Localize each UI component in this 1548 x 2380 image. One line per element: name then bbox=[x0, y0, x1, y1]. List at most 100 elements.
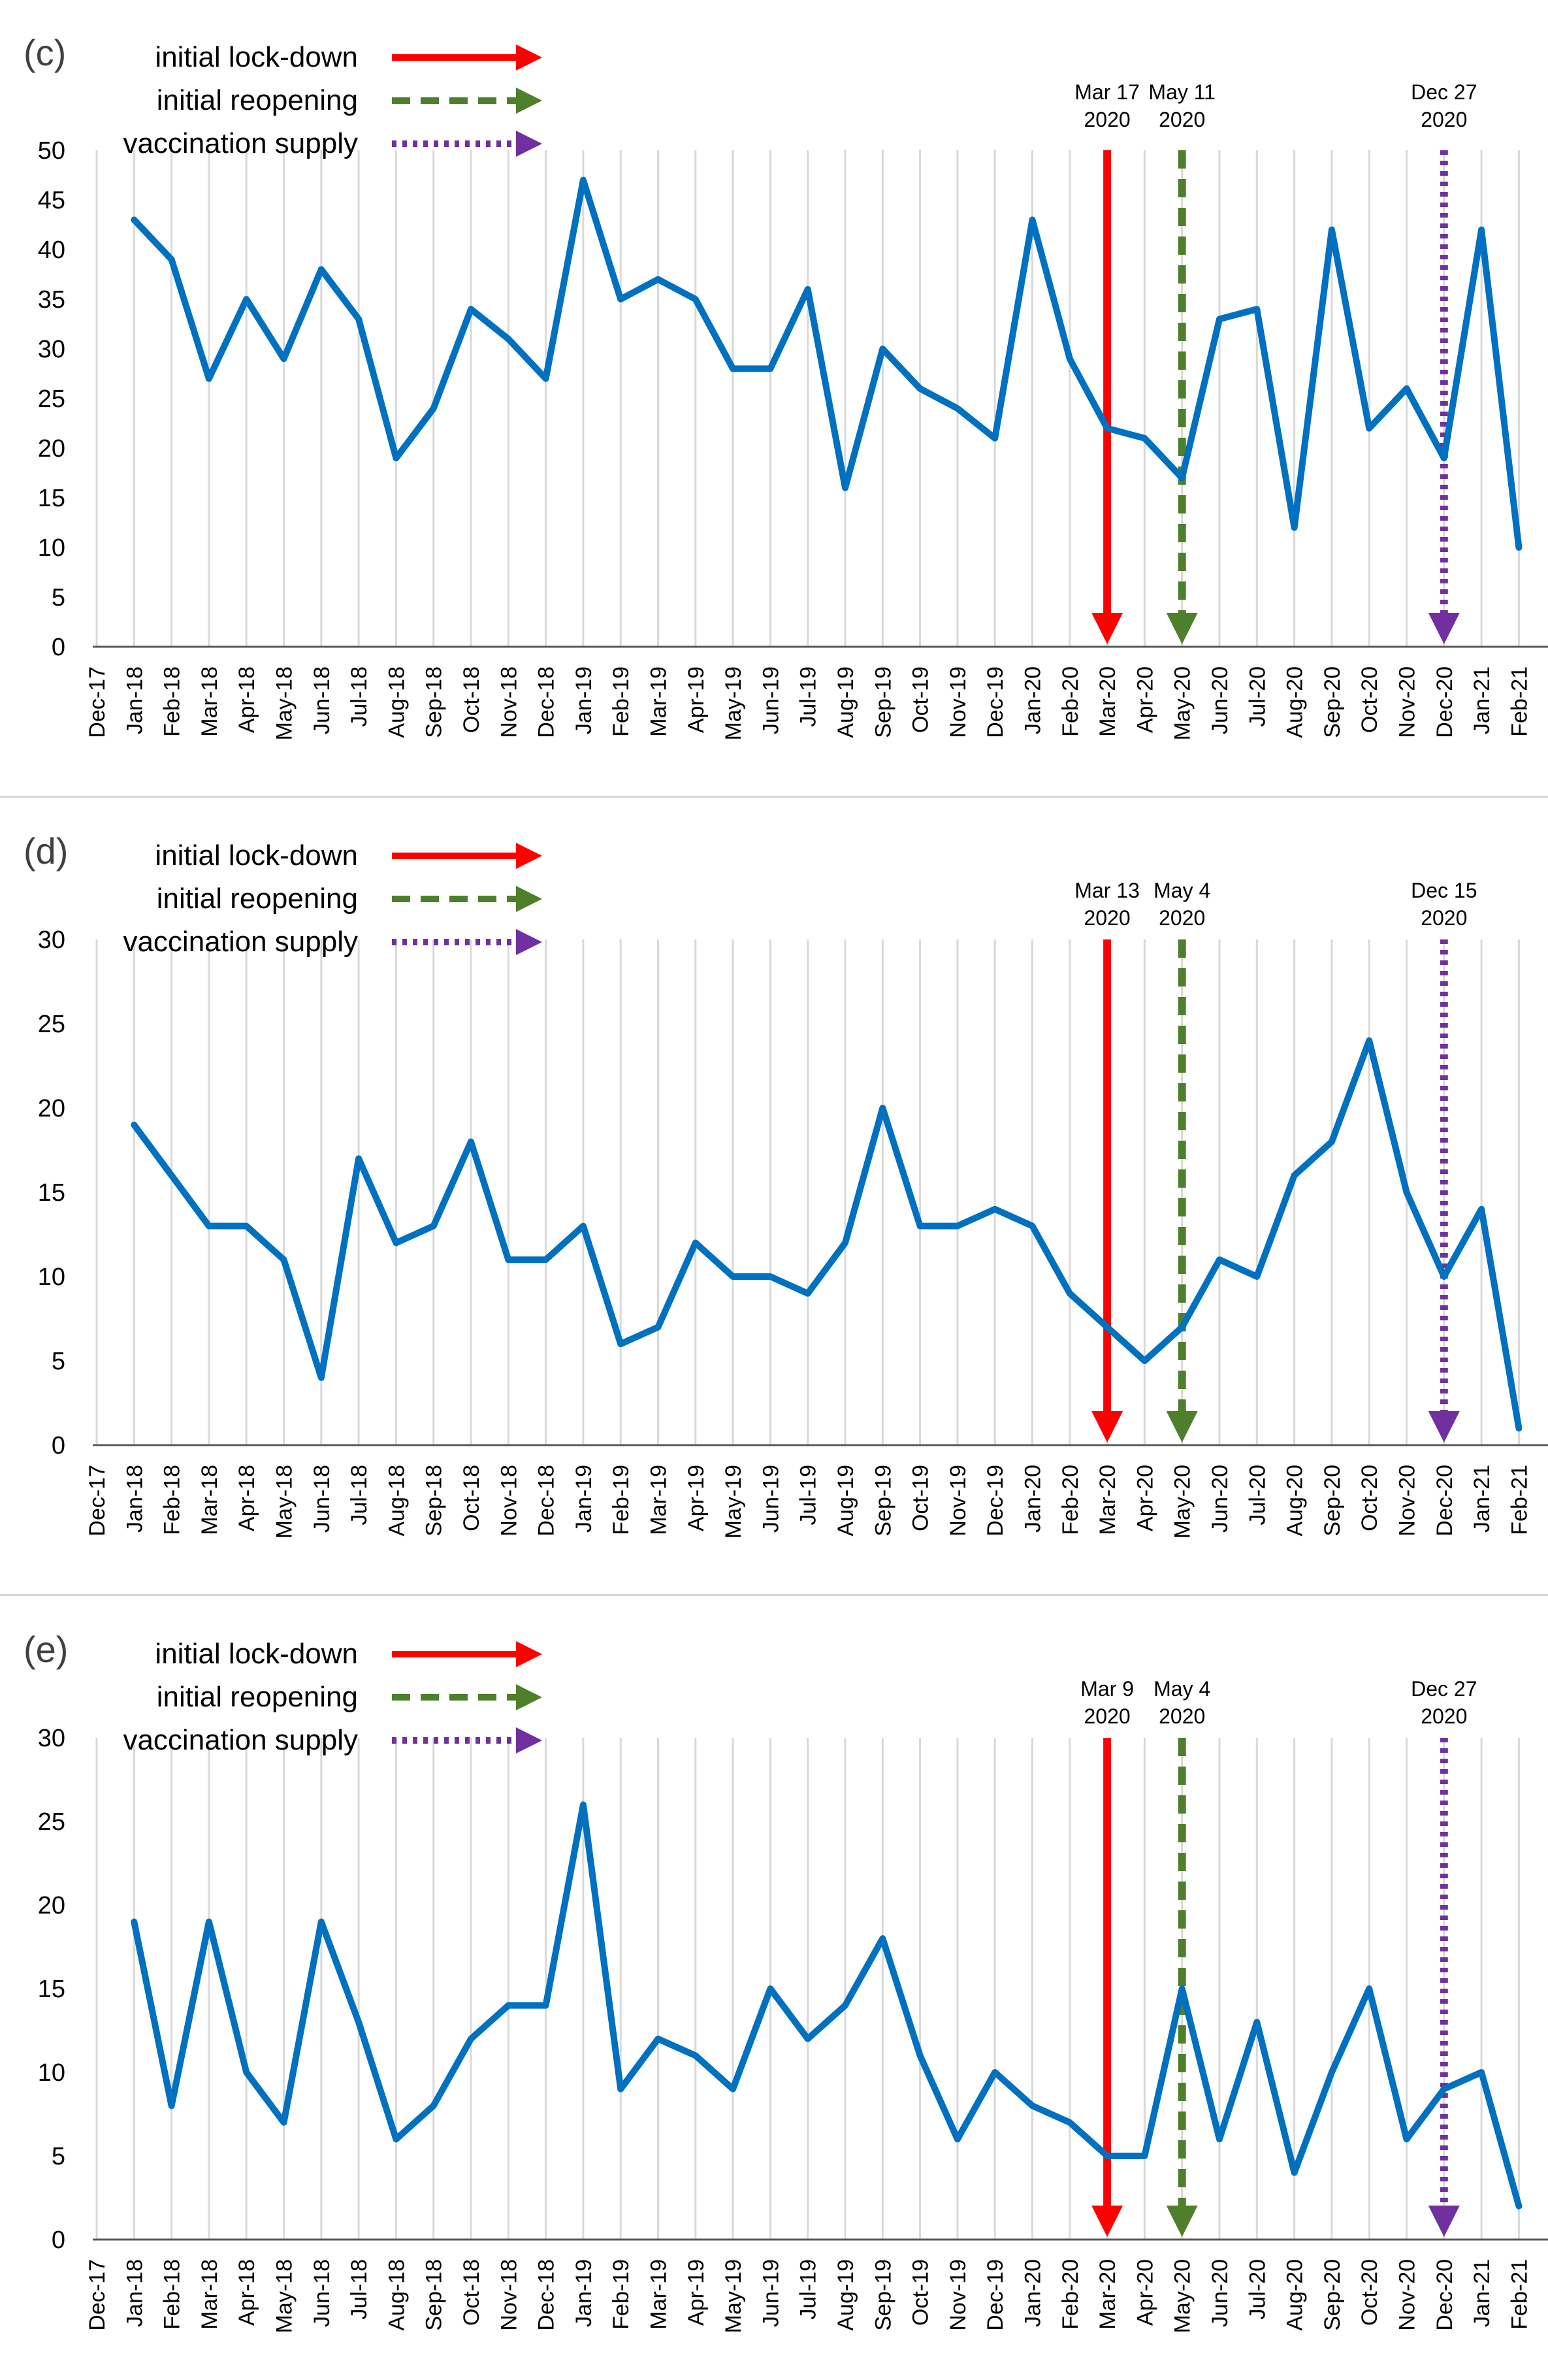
data-point bbox=[1179, 1986, 1185, 1991]
data-point bbox=[692, 297, 698, 302]
data-point bbox=[917, 1223, 923, 1229]
data-point bbox=[954, 406, 960, 412]
x-tick-label: Aug-19 bbox=[833, 1465, 858, 1537]
data-point bbox=[954, 1223, 960, 1229]
x-tick-label: Mar-19 bbox=[647, 1465, 671, 1535]
x-tick-label: Oct-19 bbox=[909, 1465, 933, 1531]
x-tick-label: Jul-19 bbox=[796, 666, 821, 727]
data-point bbox=[805, 2036, 811, 2042]
x-tick-label: Nov-20 bbox=[1395, 2259, 1420, 2331]
x-tick-label: Mar-19 bbox=[647, 666, 671, 737]
x-tick-label: Jan-21 bbox=[1470, 2259, 1494, 2327]
event-label-lockdown: Mar 17 bbox=[1074, 80, 1140, 104]
x-tick-label: Sep-18 bbox=[422, 2259, 447, 2331]
data-point bbox=[1105, 1324, 1110, 1330]
data-point bbox=[206, 376, 212, 382]
data-point bbox=[506, 2002, 511, 2008]
x-tick-label: Jan-20 bbox=[1021, 666, 1046, 734]
data-point bbox=[618, 297, 624, 302]
event-label-lockdown: 2020 bbox=[1084, 1704, 1131, 1728]
x-tick-label: Sep-18 bbox=[422, 666, 447, 738]
x-tick-label: May-18 bbox=[272, 666, 297, 740]
y-tick-label: 5 bbox=[52, 2143, 65, 2170]
x-tick-label: May-18 bbox=[272, 1465, 297, 1539]
x-tick-label: Jun-18 bbox=[310, 666, 334, 734]
x-tick-label: Jul-20 bbox=[1245, 666, 1270, 727]
x-tick-label: May-18 bbox=[272, 2259, 297, 2333]
event-label-vaccination: 2020 bbox=[1421, 906, 1467, 930]
x-tick-label: Mar-21 bbox=[1545, 666, 1548, 737]
x-tick-label: Jan-19 bbox=[572, 1465, 596, 1533]
x-tick-label: Apr-18 bbox=[234, 1465, 259, 1531]
x-tick-label: Aug-20 bbox=[1283, 2259, 1308, 2331]
data-point bbox=[1441, 455, 1447, 461]
data-point bbox=[543, 376, 549, 382]
data-point bbox=[131, 1122, 137, 1128]
data-point bbox=[1329, 1139, 1334, 1145]
data-point bbox=[281, 356, 287, 362]
data-point bbox=[169, 257, 174, 263]
data-point bbox=[206, 1919, 212, 1925]
x-tick-label: Feb-21 bbox=[1507, 1465, 1532, 1535]
x-tick-label: Feb-19 bbox=[609, 2259, 634, 2330]
x-tick-label: Oct-18 bbox=[459, 1465, 484, 1531]
x-tick-label: May-19 bbox=[721, 666, 746, 740]
data-point bbox=[430, 1223, 436, 1229]
x-tick-label: Aug-20 bbox=[1283, 666, 1308, 738]
x-tick-label: Dec-20 bbox=[1432, 2259, 1457, 2331]
data-point bbox=[506, 336, 511, 342]
y-tick-label: 10 bbox=[38, 534, 65, 562]
x-tick-label: Apr-19 bbox=[684, 666, 709, 733]
x-tick-label: Jan-21 bbox=[1470, 1465, 1494, 1533]
data-point bbox=[1029, 217, 1035, 223]
data-point bbox=[393, 1240, 399, 1246]
data-point bbox=[1479, 227, 1485, 233]
event-label-reopening: 2020 bbox=[1159, 108, 1205, 131]
data-point bbox=[1029, 1223, 1035, 1229]
x-tick-label: Jan-20 bbox=[1021, 2259, 1046, 2327]
data-point bbox=[730, 1274, 736, 1279]
panel-label: (e) bbox=[24, 1629, 68, 1670]
x-tick-label: Mar-21 bbox=[1545, 1465, 1548, 1535]
x-tick-label: Jun-20 bbox=[1208, 666, 1233, 734]
x-tick-label: Jun-18 bbox=[310, 2259, 334, 2327]
data-point bbox=[954, 2136, 960, 2142]
x-tick-label: Aug-19 bbox=[833, 666, 858, 738]
data-point bbox=[430, 406, 436, 412]
x-tick-label: Feb-21 bbox=[1507, 666, 1532, 737]
data-point bbox=[1366, 1037, 1372, 1043]
x-tick-label: Nov-18 bbox=[496, 1465, 521, 1537]
data-point bbox=[244, 1223, 250, 1229]
x-tick-label: Nov-20 bbox=[1395, 666, 1420, 738]
data-point bbox=[1441, 2086, 1447, 2092]
y-tick-label: 5 bbox=[52, 584, 65, 611]
panel-label: (d) bbox=[24, 830, 68, 872]
data-point bbox=[393, 2136, 399, 2142]
x-tick-label: Jun-20 bbox=[1208, 1465, 1233, 1533]
x-tick-label: Aug-18 bbox=[384, 1465, 409, 1537]
y-tick-label: 50 bbox=[38, 137, 65, 165]
data-point bbox=[880, 1105, 886, 1111]
x-tick-label: Jan-18 bbox=[122, 1465, 147, 1533]
data-point bbox=[543, 1257, 549, 1263]
data-point bbox=[1366, 1986, 1372, 1991]
x-tick-label: Mar-18 bbox=[197, 2259, 222, 2330]
x-tick-label: Jul-18 bbox=[347, 1465, 372, 1525]
x-tick-label: Nov-19 bbox=[946, 666, 971, 738]
data-point bbox=[1329, 227, 1334, 233]
data-point bbox=[992, 1206, 998, 1212]
x-tick-label: Jul-18 bbox=[347, 666, 372, 727]
data-point bbox=[1404, 385, 1410, 391]
data-point bbox=[1217, 316, 1222, 322]
event-label-lockdown: Mar 13 bbox=[1074, 879, 1140, 902]
data-point bbox=[992, 435, 998, 441]
y-tick-label: 20 bbox=[38, 1892, 65, 1919]
y-tick-label: 25 bbox=[38, 1808, 65, 1836]
x-tick-label: Nov-20 bbox=[1395, 1465, 1420, 1537]
data-point bbox=[843, 2002, 848, 2008]
data-point bbox=[1105, 2153, 1110, 2159]
x-tick-label: Sep-19 bbox=[871, 2259, 895, 2331]
panel-label: (c) bbox=[24, 32, 66, 73]
x-tick-label: Apr-18 bbox=[234, 2259, 259, 2326]
x-tick-label: May-20 bbox=[1170, 666, 1195, 740]
